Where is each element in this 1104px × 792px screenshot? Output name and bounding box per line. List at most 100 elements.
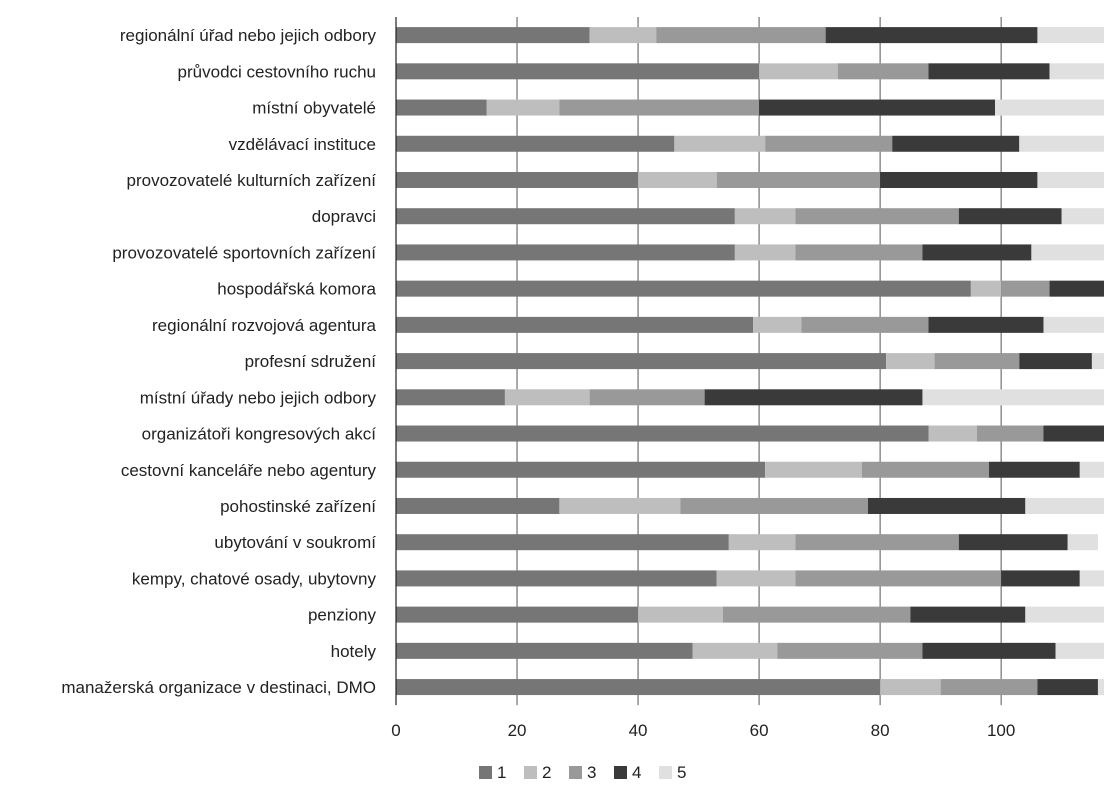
x-tick-label: 20 — [508, 721, 527, 740]
bar-segment-series-1 — [396, 497, 560, 514]
bar-segment-series-2 — [753, 316, 802, 333]
bar-segment-series-4 — [922, 642, 1056, 659]
legend-label: 2 — [542, 763, 551, 782]
bar-segment-series-2 — [559, 497, 681, 514]
bar-segment-series-4 — [1049, 280, 1104, 297]
category-label: regionální úřad nebo jejich odbory — [120, 26, 377, 45]
bar-segment-series-3 — [680, 497, 868, 514]
bar-segment-series-2 — [734, 244, 796, 261]
bar-segment-series-1 — [396, 63, 760, 80]
category-label: cestovní kanceláře nebo agentury — [121, 461, 377, 480]
category-label: ubytování v soukromí — [214, 533, 376, 552]
bar-segment-series-5 — [1055, 642, 1104, 659]
bar-segment-series-2 — [504, 389, 590, 406]
bar-segment-series-2 — [759, 63, 838, 80]
bar-segment-series-1 — [396, 280, 971, 297]
legend-label: 1 — [497, 763, 506, 782]
bar-segment-series-2 — [970, 280, 1002, 297]
bar-segment-series-5 — [1037, 171, 1104, 188]
bar-segment-series-2 — [589, 27, 657, 44]
bar-segment-series-5 — [1043, 316, 1104, 333]
bar-segment-series-1 — [396, 606, 639, 623]
category-label: provozovatelé kulturních zařízení — [127, 171, 377, 190]
category-label: manažerská organizace v destinaci, DMO — [61, 678, 376, 697]
category-label: průvodci cestovního ruchu — [178, 62, 376, 81]
bar-segment-series-3 — [656, 27, 826, 44]
bar-segment-series-2 — [880, 679, 941, 696]
bar-segment-series-1 — [396, 135, 675, 152]
category-label: dopravci — [312, 207, 376, 226]
bar-segment-series-3 — [976, 425, 1044, 442]
bar-segment-series-1 — [396, 642, 693, 659]
category-label: profesní sdružení — [245, 352, 377, 371]
bar-segment-series-2 — [638, 171, 717, 188]
bar-segment-series-5 — [1091, 353, 1104, 370]
x-tick-label: 0 — [391, 721, 400, 740]
bar-segment-series-2 — [728, 534, 796, 551]
bar-segment-series-3 — [559, 99, 760, 116]
bar-segment-series-4 — [759, 99, 996, 116]
bar-segment-series-5 — [1097, 679, 1104, 696]
bar-segment-series-1 — [396, 244, 735, 261]
bar-segment-series-3 — [795, 208, 959, 225]
x-tick-label: 60 — [750, 721, 769, 740]
bars — [396, 27, 1104, 696]
bar-segment-series-4 — [825, 27, 1038, 44]
bar-segment-series-1 — [396, 679, 881, 696]
category-label: kempy, chatové osady, ubytovny — [132, 569, 377, 588]
bar-segment-series-5 — [1079, 461, 1104, 478]
bar-segment-series-1 — [396, 316, 754, 333]
bar-segment-series-1 — [396, 353, 887, 370]
bar-segment-series-3 — [940, 679, 1038, 696]
bar-segment-series-4 — [1001, 570, 1080, 587]
bar-segment-series-3 — [795, 244, 923, 261]
bar-segment-series-5 — [1067, 534, 1098, 551]
x-tick-label: 100 — [987, 721, 1015, 740]
bar-segment-series-3 — [861, 461, 990, 478]
bar-segment-series-5 — [1079, 570, 1104, 587]
bar-segment-series-4 — [989, 461, 1080, 478]
bar-segment-series-1 — [396, 534, 729, 551]
x-tick-label: 80 — [871, 721, 890, 740]
bar-segment-series-1 — [396, 208, 735, 225]
legend-swatch-3 — [569, 766, 582, 779]
bar-segment-series-4 — [958, 208, 1062, 225]
bar-segment-series-2 — [734, 208, 796, 225]
bar-segment-series-3 — [722, 606, 911, 623]
legend-swatch-5 — [659, 766, 672, 779]
bar-segment-series-4 — [868, 497, 1026, 514]
legend-label: 3 — [587, 763, 596, 782]
bar-segment-series-3 — [716, 171, 881, 188]
bar-segment-series-3 — [934, 353, 1020, 370]
bar-segment-series-3 — [777, 642, 923, 659]
bar-segment-series-3 — [765, 135, 893, 152]
category-label: místní obyvatelé — [252, 99, 376, 118]
category-label: místní úřady nebo jejich odbory — [140, 388, 377, 407]
category-label: hospodářská komora — [217, 280, 376, 299]
legend-label: 5 — [677, 763, 686, 782]
bar-segment-series-3 — [795, 570, 1002, 587]
bar-segment-series-5 — [922, 389, 1104, 406]
bar-segment-series-3 — [837, 63, 929, 80]
bar-segment-series-3 — [795, 534, 959, 551]
x-tick-label: 40 — [629, 721, 648, 740]
bar-segment-series-3 — [801, 316, 929, 333]
legend-swatch-4 — [614, 766, 627, 779]
bar-segment-series-4 — [910, 606, 1026, 623]
bar-segment-series-2 — [638, 606, 723, 623]
bar-segment-series-1 — [396, 171, 639, 188]
legend-swatch-1 — [479, 766, 492, 779]
bar-segment-series-2 — [674, 135, 766, 152]
bar-segment-series-1 — [396, 389, 505, 406]
bar-segment-series-4 — [1037, 679, 1098, 696]
bar-segment-series-5 — [1049, 63, 1104, 80]
bar-segment-series-5 — [1025, 497, 1104, 514]
bar-segment-series-5 — [1019, 135, 1104, 152]
category-labels: regionální úřad nebo jejich odbory průvod… — [61, 26, 376, 697]
bar-segment-series-2 — [692, 642, 778, 659]
bar-segment-series-4 — [704, 389, 923, 406]
bar-segment-series-4 — [928, 316, 1044, 333]
bar-segment-series-4 — [1019, 353, 1092, 370]
bar-segment-series-1 — [396, 570, 717, 587]
bar-segment-series-4 — [1043, 425, 1104, 442]
